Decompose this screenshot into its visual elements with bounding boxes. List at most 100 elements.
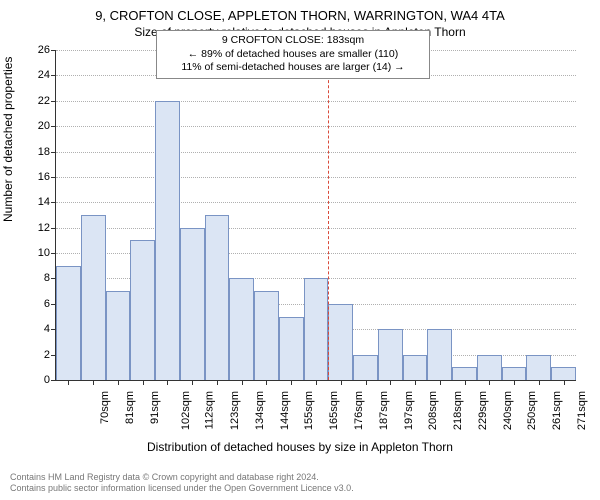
grid-line bbox=[56, 152, 576, 153]
x-tick-label: 240sqm bbox=[502, 391, 514, 430]
y-tick-label: 8 bbox=[25, 272, 50, 284]
annotation-line: 11% of semi-detached houses are larger (… bbox=[163, 61, 423, 75]
y-tick-mark bbox=[51, 152, 56, 153]
y-tick-label: 20 bbox=[25, 120, 50, 132]
x-tick-label: 91sqm bbox=[149, 391, 161, 424]
y-tick-mark bbox=[51, 380, 56, 381]
bar bbox=[155, 101, 180, 380]
y-tick-label: 18 bbox=[25, 146, 50, 158]
x-tick-label: 112sqm bbox=[204, 391, 216, 429]
chart-container: 9, CROFTON CLOSE, APPLETON THORN, WARRIN… bbox=[0, 0, 600, 500]
annotation-box: 9 CROFTON CLOSE: 183sqm← 89% of detached… bbox=[156, 30, 430, 79]
y-tick-label: 14 bbox=[25, 196, 50, 208]
y-tick-label: 24 bbox=[25, 69, 50, 81]
x-tick-mark bbox=[341, 380, 342, 385]
annotation-line: ← 89% of detached houses are smaller (11… bbox=[163, 48, 423, 62]
x-tick-mark bbox=[316, 380, 317, 385]
x-tick-label: 208sqm bbox=[427, 391, 439, 430]
x-tick-label: 144sqm bbox=[279, 391, 291, 430]
x-tick-label: 187sqm bbox=[378, 391, 390, 430]
x-tick-label: 102sqm bbox=[180, 391, 192, 430]
x-tick-label: 165sqm bbox=[328, 391, 340, 430]
grid-line bbox=[56, 202, 576, 203]
x-tick-mark bbox=[489, 380, 490, 385]
plot-area: 70sqm81sqm91sqm102sqm112sqm123sqm134sqm1… bbox=[55, 50, 575, 380]
x-tick-mark bbox=[440, 380, 441, 385]
bar bbox=[526, 355, 551, 380]
bar bbox=[229, 278, 254, 380]
x-tick-mark bbox=[242, 380, 243, 385]
bar bbox=[427, 329, 452, 380]
x-tick-mark bbox=[465, 380, 466, 385]
y-tick-label: 0 bbox=[25, 374, 50, 386]
y-tick-label: 12 bbox=[25, 222, 50, 234]
x-tick-mark bbox=[118, 380, 119, 385]
x-tick-mark bbox=[415, 380, 416, 385]
bar bbox=[254, 291, 279, 380]
y-tick-label: 10 bbox=[25, 247, 50, 259]
x-tick-mark bbox=[366, 380, 367, 385]
y-tick-label: 6 bbox=[25, 298, 50, 310]
grid-line bbox=[56, 101, 576, 102]
x-tick-label: 218sqm bbox=[452, 391, 464, 430]
x-axis-label: Distribution of detached houses by size … bbox=[0, 440, 600, 454]
bar bbox=[502, 367, 527, 380]
footer-line-2: Contains public sector information licen… bbox=[10, 483, 354, 494]
x-tick-label: 229sqm bbox=[477, 391, 489, 430]
bar bbox=[452, 367, 477, 380]
grid-line bbox=[56, 228, 576, 229]
y-tick-mark bbox=[51, 50, 56, 51]
x-tick-mark bbox=[192, 380, 193, 385]
x-tick-mark bbox=[68, 380, 69, 385]
x-tick-label: 261sqm bbox=[551, 391, 563, 430]
y-tick-mark bbox=[51, 101, 56, 102]
plot: 70sqm81sqm91sqm102sqm112sqm123sqm134sqm1… bbox=[55, 50, 576, 381]
y-tick-label: 2 bbox=[25, 349, 50, 361]
footer-line-1: Contains HM Land Registry data © Crown c… bbox=[10, 472, 354, 483]
y-tick-mark bbox=[51, 126, 56, 127]
bar bbox=[180, 228, 205, 380]
x-tick-mark bbox=[167, 380, 168, 385]
x-tick-mark bbox=[217, 380, 218, 385]
x-tick-mark bbox=[390, 380, 391, 385]
bar bbox=[130, 240, 155, 380]
footer-text: Contains HM Land Registry data © Crown c… bbox=[10, 472, 354, 495]
x-tick-label: 134sqm bbox=[254, 391, 266, 430]
y-tick-mark bbox=[51, 228, 56, 229]
x-tick-mark bbox=[514, 380, 515, 385]
y-tick-mark bbox=[51, 177, 56, 178]
y-tick-label: 4 bbox=[25, 323, 50, 335]
grid-line bbox=[56, 177, 576, 178]
x-tick-label: 70sqm bbox=[99, 391, 111, 424]
bar bbox=[403, 355, 428, 380]
bar bbox=[205, 215, 230, 380]
x-tick-label: 250sqm bbox=[526, 391, 538, 430]
bar bbox=[304, 278, 329, 380]
y-tick-mark bbox=[51, 202, 56, 203]
bar bbox=[328, 304, 353, 380]
bar bbox=[81, 215, 106, 380]
bar bbox=[378, 329, 403, 380]
x-tick-label: 176sqm bbox=[353, 391, 365, 430]
x-tick-mark bbox=[539, 380, 540, 385]
grid-line bbox=[56, 126, 576, 127]
reference-line bbox=[328, 50, 329, 380]
bar bbox=[551, 367, 576, 380]
x-tick-mark bbox=[143, 380, 144, 385]
y-tick-mark bbox=[51, 253, 56, 254]
y-tick-mark bbox=[51, 75, 56, 76]
y-axis-label: Number of detached properties bbox=[1, 57, 15, 222]
bar bbox=[279, 317, 304, 380]
chart-title: 9, CROFTON CLOSE, APPLETON THORN, WARRIN… bbox=[0, 0, 600, 23]
bar bbox=[56, 266, 81, 380]
x-tick-label: 271sqm bbox=[576, 391, 588, 430]
x-tick-label: 123sqm bbox=[229, 391, 241, 430]
x-tick-label: 81sqm bbox=[124, 391, 136, 424]
y-tick-label: 16 bbox=[25, 171, 50, 183]
x-tick-mark bbox=[93, 380, 94, 385]
y-tick-label: 22 bbox=[25, 95, 50, 107]
x-tick-mark bbox=[266, 380, 267, 385]
x-tick-label: 197sqm bbox=[403, 391, 415, 430]
y-tick-label: 26 bbox=[25, 44, 50, 56]
annotation-line: 9 CROFTON CLOSE: 183sqm bbox=[163, 34, 423, 48]
